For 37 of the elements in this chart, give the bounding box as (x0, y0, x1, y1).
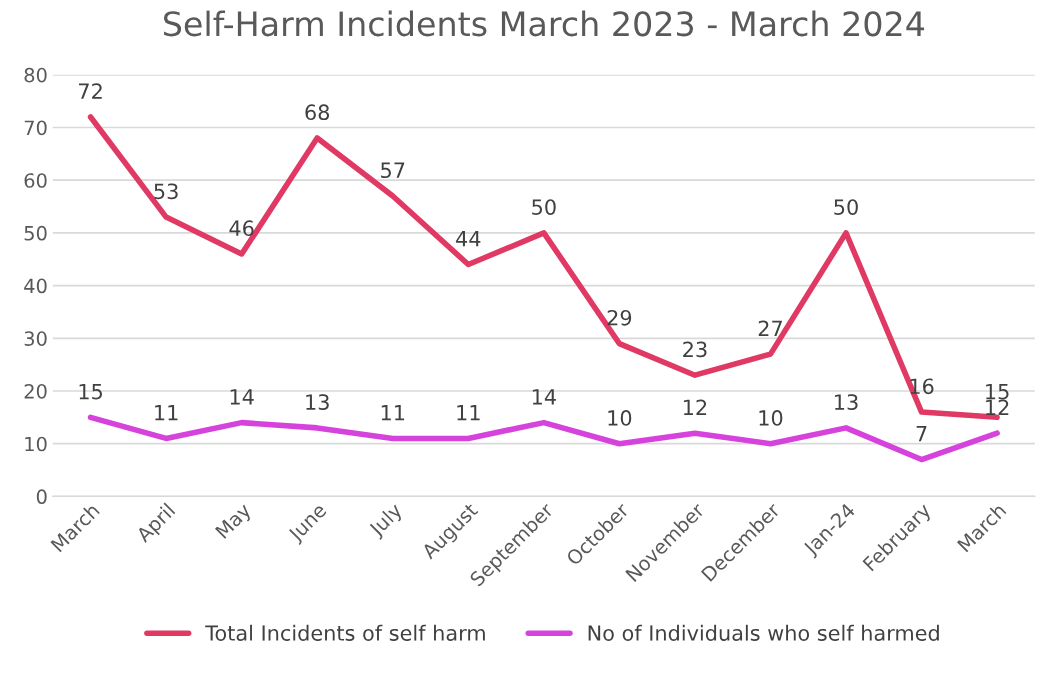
legend-label: No of Individuals who self harmed (588, 624, 939, 641)
legend-label: Total Incidents of self harm (205, 624, 485, 641)
data-label: 53 (154, 183, 178, 200)
data-label: 12 (683, 399, 707, 415)
y-tick-label: 10 (25, 436, 47, 452)
data-label: 50 (532, 199, 556, 215)
data-label: 11 (155, 405, 178, 421)
data-label: 15 (79, 383, 103, 400)
y-tick-label: 80 (24, 67, 47, 83)
data-label: 13 (306, 394, 329, 410)
y-tick-label: 0 (36, 489, 47, 505)
chart-title: Self-Harm Incidents March 2023 - March 2024 (163, 10, 925, 37)
y-tick-label: 30 (24, 331, 47, 346)
data-label: 72 (79, 83, 102, 99)
data-label: 23 (683, 341, 707, 358)
y-tick-label: 70 (24, 120, 47, 136)
data-label: 27 (758, 320, 782, 336)
data-label: 10 (608, 410, 632, 426)
data-label: 68 (305, 104, 330, 121)
data-label: 11 (381, 405, 405, 421)
data-label: 14 (230, 389, 254, 405)
data-label: 46 (229, 220, 254, 237)
data-label: 29 (607, 309, 632, 326)
data-label: 14 (532, 389, 556, 405)
data-label: 10 (759, 410, 783, 426)
data-label: 7 (916, 426, 927, 442)
y-tick-label: 60 (24, 173, 47, 188)
data-label: 15 (986, 383, 1009, 400)
y-tick-label: 20 (24, 383, 47, 399)
y-tick-label: 50 (24, 225, 47, 241)
data-label: 57 (381, 162, 405, 179)
data-label: 50 (834, 199, 858, 215)
data-label: 12 (986, 399, 1009, 415)
data-label: 44 (456, 231, 481, 247)
data-label: 13 (835, 394, 858, 410)
data-label: 11 (457, 405, 480, 421)
y-tick-label: 40 (24, 278, 47, 294)
